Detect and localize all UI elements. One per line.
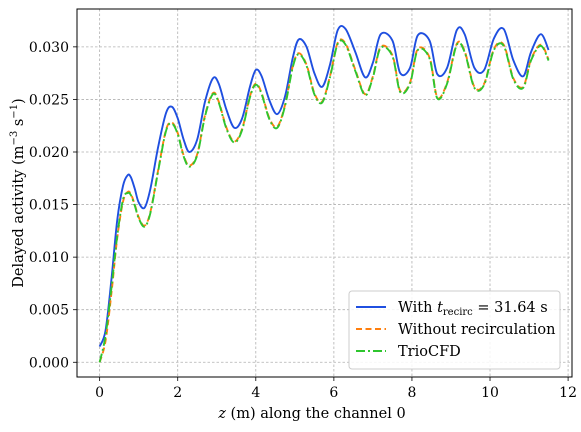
plot-frame — [76, 8, 573, 378]
x-axis-label: z (m) along the channel 0 — [217, 406, 405, 422]
y-tick-label: 0.010 — [29, 250, 69, 266]
x-tick-label: 2 — [173, 385, 182, 401]
x-tick-label: 4 — [251, 385, 260, 401]
x-tick-label: 6 — [329, 385, 338, 401]
plot-series — [98, 24, 550, 363]
y-tick-label: 0.005 — [29, 303, 69, 319]
y-axis-ticks: 0.000 0.005 0.010 0.015 0.020 0.025 0.030 — [29, 40, 77, 371]
y-tick-label: 0.015 — [29, 198, 69, 214]
y-tick-label: 0.025 — [29, 92, 69, 108]
y-axis-label: Delayed activity (m−3 s−1) — [9, 98, 27, 287]
legend-box — [348, 290, 561, 370]
series-with-recirculation-legend-label: With trecirc = 31.64 s — [398, 300, 548, 318]
series-triocfd-line — [98, 39, 550, 363]
series-triocfd-legend-label: TrioCFD — [398, 344, 461, 360]
x-axis-ticks: 0 2 4 6 8 10 12 — [95, 377, 577, 401]
x-tick-label: 8 — [407, 385, 416, 401]
y-tick-label: 0.000 — [29, 355, 69, 371]
x-tick-label: 10 — [481, 385, 499, 401]
x-tick-label: 0 — [95, 385, 104, 401]
x-tick-label: 12 — [559, 385, 577, 401]
series-with-recirculation-line — [98, 24, 550, 347]
legend: With trecirc = 31.64 s Without recirculat… — [348, 290, 561, 370]
series-without-recirculation-legend-label: Without recirculation — [398, 322, 555, 338]
y-tick-label: 0.030 — [29, 40, 69, 56]
y-tick-label: 0.020 — [29, 145, 69, 161]
